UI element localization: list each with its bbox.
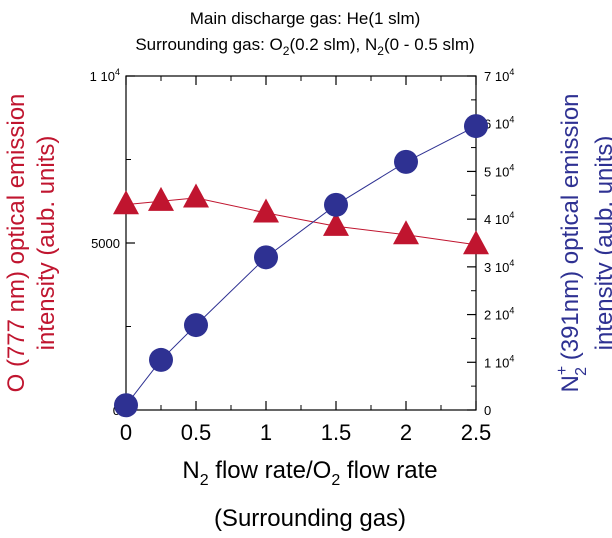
y-right-axis-label-group: N+ 2 (391nm) optical emission intensity (… bbox=[554, 93, 612, 392]
y-left-axis-label-group: O (777 nm) optical emission intensity (a… bbox=[3, 94, 60, 393]
y-right-tick-label: 1 104 bbox=[484, 353, 514, 370]
y-right-axis-label-line2: intensity (aub. units) bbox=[591, 136, 612, 351]
o777-triangle-point bbox=[148, 186, 174, 211]
chart-title-line1: Main discharge gas: He(1 slm) bbox=[190, 9, 421, 28]
y-right-tick-label: 7 104 bbox=[484, 67, 514, 84]
x-tick-label: 1.5 bbox=[321, 420, 352, 445]
x-tick-label: 0 bbox=[120, 420, 132, 445]
y-right-axis-ticks: 0 1 104 2 104 3 104 4 104 5 104 6 104 7 104 bbox=[467, 67, 514, 418]
n2plus-circle-point bbox=[184, 313, 208, 338]
series-lines bbox=[125, 125, 477, 406]
x-tick-label: 2 bbox=[400, 420, 412, 445]
n2plus-circle-point bbox=[464, 114, 488, 139]
x-tick-label: 1 bbox=[260, 420, 272, 445]
y-right-tick-label: 2 104 bbox=[484, 306, 514, 323]
series-markers bbox=[113, 114, 489, 418]
chart-title-line2: Surrounding gas: O2(0.2 slm), N2(0 - 0.5… bbox=[135, 35, 474, 58]
o777-series-line bbox=[125, 197, 477, 246]
x-axis-label-line2: (Surrounding gas) bbox=[214, 505, 406, 532]
plot-frame bbox=[125, 75, 477, 411]
x-axis-ticks: 0 0.5 1 1.5 2 2.5 bbox=[120, 76, 491, 445]
n2plus-circle-point bbox=[254, 245, 278, 270]
o777-triangle-point bbox=[113, 190, 139, 215]
o777-triangle-point bbox=[323, 211, 349, 236]
n2plus-circle-point bbox=[324, 192, 348, 217]
o777-triangle-point bbox=[253, 198, 279, 223]
n2plus-series-line bbox=[125, 125, 477, 406]
x-axis-label: N2 flow rate/O2 flow rate bbox=[182, 457, 437, 489]
n2plus-circle-point bbox=[114, 393, 138, 418]
n2plus-circle-point bbox=[394, 149, 418, 174]
x-tick-label: 0.5 bbox=[181, 420, 212, 445]
y-right-axis-label-line1: N+ 2 (391nm) optical emission bbox=[554, 93, 590, 392]
y-right-tick-label: 6 104 bbox=[484, 115, 514, 132]
y-right-tick-label: 5 104 bbox=[484, 162, 514, 179]
y-left-axis-ticks: 050001 104 bbox=[90, 67, 135, 418]
x-tick-label: 2.5 bbox=[461, 420, 492, 445]
y-left-tick-label: 1 104 bbox=[90, 67, 120, 84]
y-left-tick-label: 5000 bbox=[91, 236, 120, 251]
y-right-tick-label: 3 104 bbox=[484, 258, 514, 275]
y-right-tick-label: 0 bbox=[484, 403, 491, 418]
o777-triangle-point bbox=[393, 220, 419, 245]
y-right-tick-label: 4 104 bbox=[484, 210, 514, 227]
o777-triangle-point bbox=[183, 183, 209, 208]
y-left-axis-label-line1: O (777 nm) optical emission bbox=[3, 94, 30, 393]
o777-triangle-point bbox=[463, 230, 489, 255]
n2plus-circle-point bbox=[149, 347, 173, 372]
y-left-axis-label-line2: intensity (aub. units) bbox=[33, 136, 60, 351]
